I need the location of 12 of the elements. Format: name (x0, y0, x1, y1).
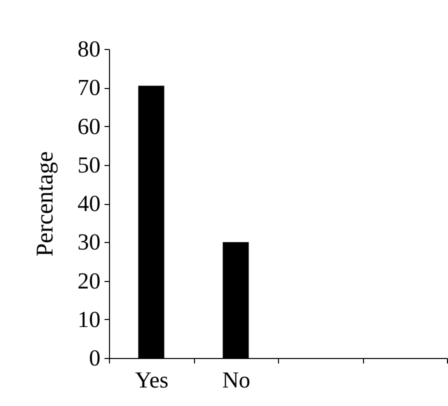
x-tick-label: No (222, 368, 250, 392)
y-tick-label: 30 (78, 230, 100, 255)
y-tick-label: 60 (78, 114, 100, 139)
y-tick-label: 10 (78, 306, 100, 332)
y-tick-label: 0 (89, 346, 100, 370)
y-axis-title: Percentage (32, 151, 58, 257)
y-tick-label: 80 (78, 36, 100, 62)
y-tick-label: 20 (78, 268, 100, 294)
y-tick-label: 70 (78, 75, 100, 100)
x-tick-label: Yes (135, 368, 169, 392)
y-tick-label: 50 (78, 152, 100, 178)
y-tick-label: 40 (78, 191, 100, 216)
